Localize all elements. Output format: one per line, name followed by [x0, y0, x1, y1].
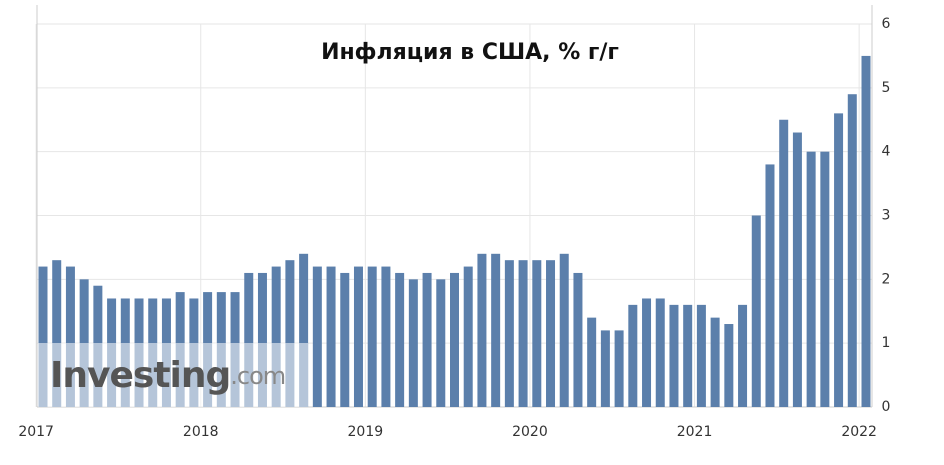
- watermark-suffix: .com: [230, 362, 285, 390]
- y-tick-label: 5: [882, 80, 891, 96]
- bar: [532, 260, 542, 407]
- bar: [285, 260, 295, 407]
- bar: [518, 260, 528, 407]
- bar: [573, 272, 583, 407]
- bar: [587, 317, 597, 407]
- bar: [353, 266, 363, 407]
- bar: [422, 272, 432, 407]
- bar: [724, 324, 734, 407]
- bar: [65, 266, 75, 407]
- bar: [271, 266, 281, 407]
- bar: [257, 272, 267, 407]
- y-tick-label: 1: [882, 335, 891, 351]
- bar: [847, 94, 857, 407]
- bar: [696, 304, 706, 407]
- y-tick-label: 4: [882, 144, 891, 160]
- chart-title: Инфляция в США, % г/г: [321, 40, 619, 65]
- bar: [52, 260, 62, 407]
- bar: [751, 215, 761, 407]
- x-tick-label: 2019: [348, 424, 384, 440]
- y-tick-label: 3: [882, 208, 891, 224]
- bar: [806, 151, 816, 407]
- x-tick-label: 2020: [512, 424, 548, 440]
- x-tick-label: 2022: [841, 424, 877, 440]
- bar: [367, 266, 377, 407]
- bar: [738, 304, 748, 407]
- x-tick-label: 2018: [183, 424, 219, 440]
- bar: [834, 113, 844, 407]
- bar: [395, 272, 405, 407]
- bar: [38, 266, 48, 407]
- bar: [779, 119, 789, 407]
- bar: [340, 272, 350, 407]
- bar: [450, 272, 459, 407]
- bar: [642, 298, 652, 407]
- watermark-backdrop: [38, 343, 308, 407]
- bar: [710, 317, 720, 407]
- x-tick-label: 2017: [18, 424, 54, 440]
- bar: [463, 266, 473, 407]
- bar: [299, 253, 309, 407]
- bar: [600, 330, 610, 407]
- watermark-name: Investing: [50, 355, 230, 396]
- bar: [408, 279, 418, 407]
- bar: [326, 266, 336, 407]
- bar: [381, 266, 391, 407]
- bar: [546, 260, 556, 407]
- bar: [491, 253, 501, 407]
- bar: [436, 279, 446, 407]
- bar: [477, 253, 487, 407]
- bar: [655, 298, 665, 407]
- y-tick-label: 6: [882, 16, 891, 32]
- bar: [820, 151, 830, 407]
- bar: [683, 304, 693, 407]
- bar: [861, 55, 871, 408]
- y-tick-label: 0: [882, 399, 891, 415]
- x-tick-label: 2021: [677, 424, 713, 440]
- watermark: Investing.com: [50, 355, 285, 396]
- bar: [792, 132, 802, 407]
- bar: [614, 330, 624, 407]
- bar: [559, 253, 569, 407]
- y-tick-label: 2: [882, 271, 891, 287]
- bar: [312, 266, 322, 407]
- bar: [628, 304, 638, 407]
- bar: [504, 260, 514, 407]
- bar: [244, 272, 254, 407]
- bar: [765, 164, 775, 407]
- bar: [669, 304, 679, 407]
